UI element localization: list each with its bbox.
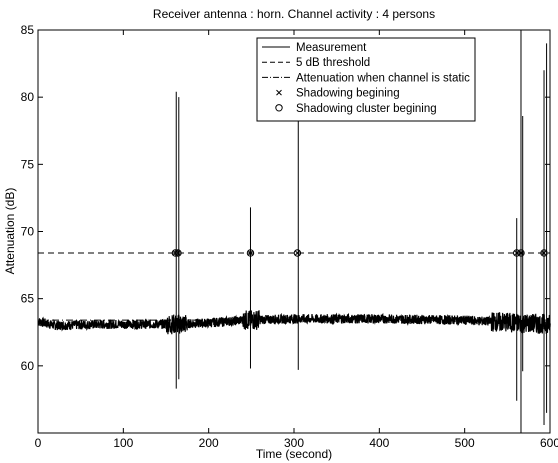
- cluster-marker: [540, 249, 548, 257]
- cluster-marker: [246, 249, 255, 257]
- y-axis-ticks: 60 65 70 75 80 85: [21, 23, 550, 373]
- x-axis-label: Time (second): [256, 447, 332, 461]
- x-tick-label: 0: [35, 436, 42, 450]
- y-tick-label: 85: [21, 23, 35, 37]
- shadowing-marker: [295, 250, 300, 256]
- measurement-line: [37, 310, 551, 335]
- legend-label: Shadowing begining: [296, 88, 400, 100]
- shadowing-marker: [514, 250, 520, 256]
- y-tick-label: 70: [21, 225, 35, 239]
- x-tick-label: 300: [284, 436, 304, 450]
- chart-title: Receiver antenna : horn. Channel activit…: [153, 7, 435, 21]
- y-tick-label: 60: [21, 359, 35, 373]
- shadowing-marker: [175, 250, 181, 256]
- series-layer: [37, 30, 551, 433]
- x-axis-ticks: 0 100 200 300 400 500 600: [35, 30, 558, 450]
- cluster-marker: [517, 249, 525, 257]
- cluster-marker: [513, 249, 521, 257]
- legend-label: Measurement: [296, 42, 367, 54]
- x-tick-label: 600: [540, 436, 558, 450]
- shadowing-marker: [541, 250, 547, 256]
- legend-label: Attenuation when channel is static: [296, 72, 470, 84]
- legend-label: 5 dB threshold: [296, 57, 370, 69]
- x-tick-label: 200: [199, 436, 219, 450]
- x-tick-label: 400: [369, 436, 389, 450]
- y-tick-label: 65: [21, 292, 35, 306]
- y-axis-label: Attenuation (dB): [3, 188, 17, 275]
- legend: Measurement 5 dB threshold Attenuation whe…: [256, 37, 476, 122]
- y-tick-label: 75: [21, 157, 35, 171]
- legend-x-marker-icon: [276, 89, 282, 96]
- legend-circle-marker-icon: [275, 104, 283, 112]
- shadowing-marker: [248, 250, 253, 256]
- legend-label: Shadowing cluster begining: [296, 103, 437, 115]
- shadowing-marker: [518, 250, 524, 256]
- y-tick-label: 80: [21, 90, 35, 104]
- cluster-marker: [293, 249, 302, 257]
- x-tick-label: 500: [455, 436, 475, 450]
- x-tick-label: 100: [113, 436, 133, 450]
- legend-box: [256, 37, 476, 122]
